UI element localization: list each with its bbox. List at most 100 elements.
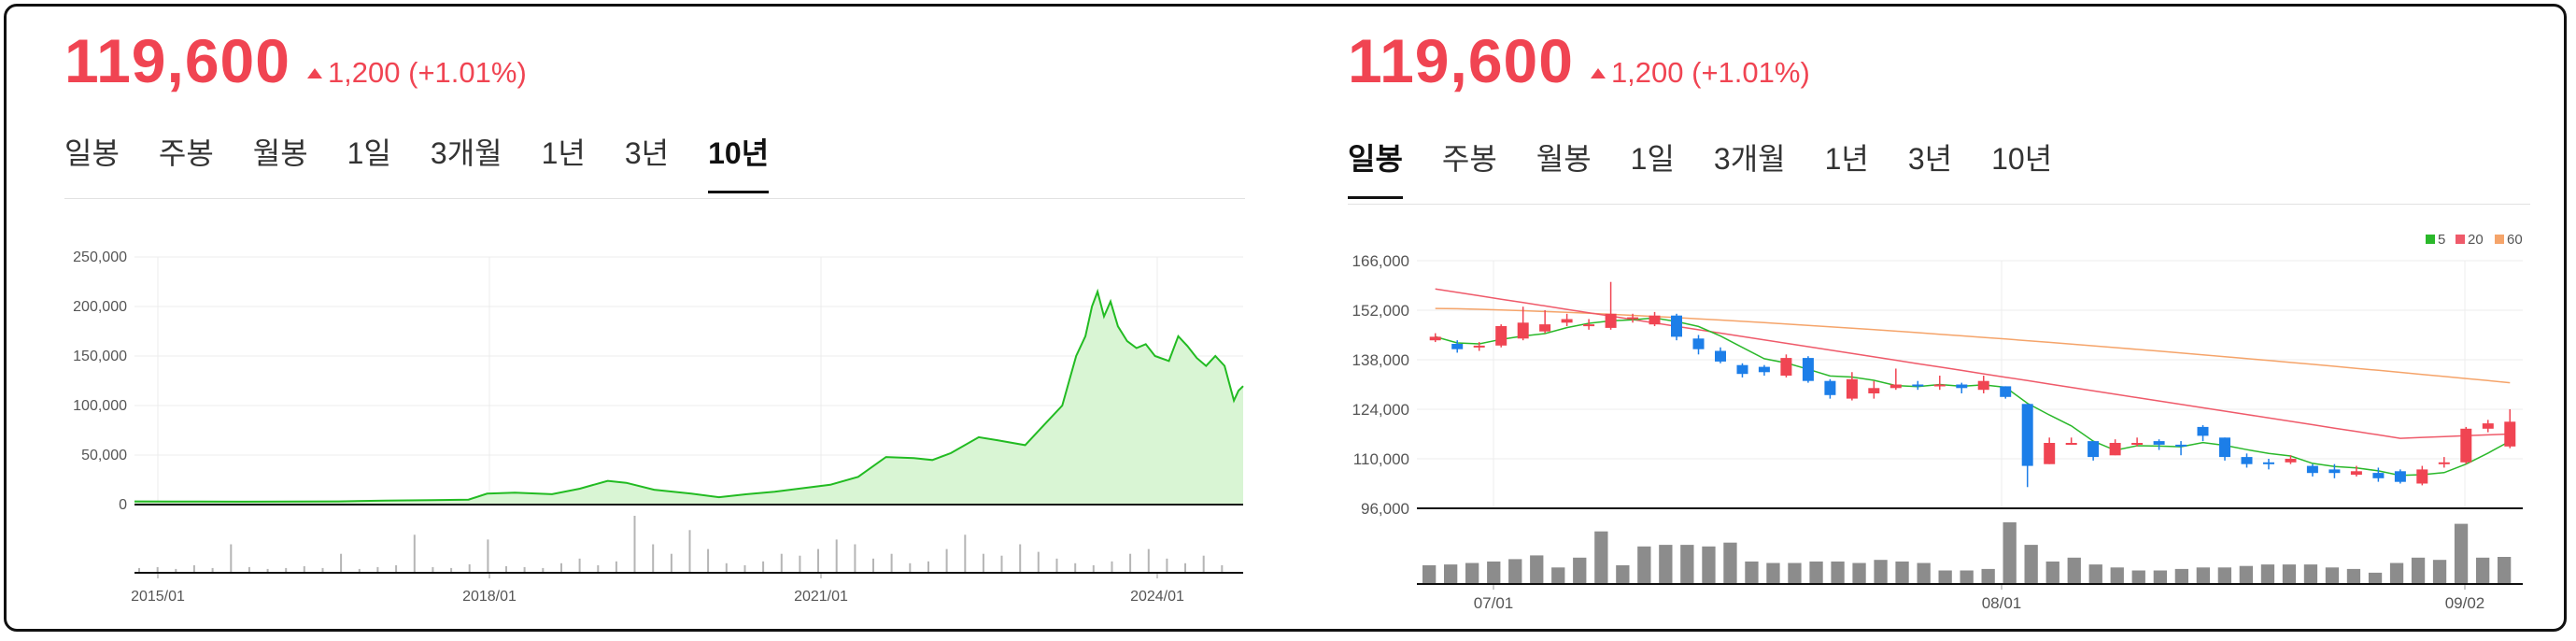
volume-bar [1530, 555, 1544, 584]
y-tick-label: 50,000 [81, 448, 127, 463]
current-price: 119,600 [1348, 26, 1574, 95]
period-tabs: 일봉 주봉 월봉 1일 3개월 1년 3년 10년 [1348, 135, 2091, 199]
volume-bar [1981, 568, 1995, 584]
tab-3year[interactable]: 3년 [1907, 142, 1953, 176]
volume-bar [854, 544, 856, 573]
candle-body [1517, 322, 1529, 339]
volume-bar [1637, 546, 1651, 584]
ma5-line [1435, 317, 2511, 477]
volume-bar [1788, 563, 1802, 584]
volume-bar [2368, 572, 2383, 584]
candle-body [2131, 443, 2144, 445]
candle-body [1736, 364, 1748, 375]
volume-bar [780, 553, 783, 573]
volume-bar [138, 567, 140, 573]
volume-bar [927, 561, 929, 573]
up-triangle-icon [306, 68, 322, 78]
candle-body [1802, 358, 1814, 381]
volume-bar [1766, 563, 1780, 584]
y-tick-label: 152,000 [1352, 302, 1409, 320]
candle-body [2394, 471, 2406, 482]
tab-3month[interactable]: 3개월 [430, 136, 502, 170]
tab-monthly[interactable]: 월봉 [252, 136, 308, 170]
volume-bar [523, 566, 526, 573]
candle-body [1956, 384, 1968, 389]
volume-bar [2282, 564, 2297, 584]
legend-label: 60 [2507, 232, 2523, 248]
volume-bar [2088, 564, 2102, 584]
tab-10year[interactable]: 10년 [708, 130, 770, 193]
volume-bar [1037, 551, 1040, 573]
candle-body [2021, 404, 2033, 466]
volume-bar [2346, 568, 2361, 584]
tab-1day[interactable]: 1일 [347, 136, 391, 170]
candle-body [1780, 358, 1792, 376]
volume-bar [633, 516, 636, 573]
volume-bar [156, 566, 159, 573]
tab-divider [1348, 204, 2530, 205]
left-panel: 119,600 1,200 (+1.01%) 일봉 주봉 월봉 1일 3개월 1… [64, 7, 1307, 634]
right-panel: 119,600 1,200 (+1.01%) 일봉 주봉 월봉 1일 3개월 1… [1348, 7, 2576, 634]
y-tick-label: 110,000 [1353, 450, 1409, 468]
volume-bar [2174, 568, 2188, 584]
candle-body [1473, 345, 1485, 348]
candle-body [1451, 344, 1464, 349]
volume-bar [2476, 557, 2490, 584]
tab-monthly[interactable]: 월봉 [1536, 142, 1592, 176]
tab-weekly[interactable]: 주봉 [158, 136, 214, 170]
volume-bar [413, 534, 416, 573]
x-tick-label: 07/01 [1474, 594, 1514, 612]
y-tick-label: 250,000 [73, 249, 127, 265]
candle-body [2175, 444, 2187, 447]
candle-body [2241, 457, 2253, 464]
volume-bar [2432, 560, 2447, 584]
volume-bar [1465, 563, 1479, 584]
price-area [134, 292, 1243, 505]
tab-1year[interactable]: 1년 [1824, 142, 1869, 176]
volume-bar [964, 534, 967, 573]
tab-daily[interactable]: 일봉 [64, 136, 120, 170]
y-tick-label: 200,000 [73, 299, 127, 315]
volume-bar [1111, 561, 1113, 573]
daily-candlestick-chart: 166,000 152,000 138,000 124,000 110,000 96,00… [1352, 232, 2523, 612]
candle-body [2460, 428, 2472, 463]
volume-bar [450, 567, 453, 573]
volume-bar [1202, 555, 1205, 573]
candle-body [1583, 324, 1595, 327]
candle-body [2285, 459, 2297, 463]
price-change: 1,200 (+1.01%) [306, 56, 527, 90]
volume-bar [2153, 570, 2167, 584]
volume-bar [615, 561, 617, 573]
volume-bar [2498, 557, 2512, 584]
tab-1day[interactable]: 1일 [1630, 142, 1675, 176]
volume-bar [1917, 563, 1931, 584]
volume-bar [487, 539, 489, 573]
current-price: 119,600 [64, 26, 290, 95]
legend-swatch [2456, 235, 2465, 244]
volume-bar [835, 539, 838, 573]
y-tick-label: 100,000 [73, 398, 127, 414]
candle-body [1912, 384, 1924, 387]
volume-bar [1551, 567, 1565, 584]
tab-10year[interactable]: 10년 [1991, 142, 2053, 176]
candle-body [1495, 326, 1507, 346]
volume-bar [340, 553, 343, 573]
x-tick-label: 08/01 [1982, 594, 2022, 612]
tab-daily[interactable]: 일봉 [1348, 135, 1403, 199]
volume-bar [432, 566, 434, 573]
tab-3month[interactable]: 3개월 [1713, 142, 1786, 176]
candle-body [1671, 315, 1682, 337]
volume-bar [2411, 557, 2426, 584]
legend-swatch [2495, 235, 2504, 244]
volume-bar [1895, 561, 1909, 584]
tab-weekly[interactable]: 주봉 [1441, 142, 1497, 176]
volume-bar [2196, 567, 2210, 584]
tab-1year[interactable]: 1년 [541, 136, 586, 170]
ten-year-chart: 250,000 200,000 150,000 100,000 50,000 0 2015/… [73, 249, 1244, 605]
candle-body [1605, 313, 1617, 328]
volume-bar [1616, 564, 1630, 584]
legend-label: 5 [2438, 232, 2445, 248]
volume-bar [2110, 567, 2124, 584]
tab-3year[interactable]: 3년 [624, 136, 670, 170]
volume-bar [376, 566, 379, 573]
